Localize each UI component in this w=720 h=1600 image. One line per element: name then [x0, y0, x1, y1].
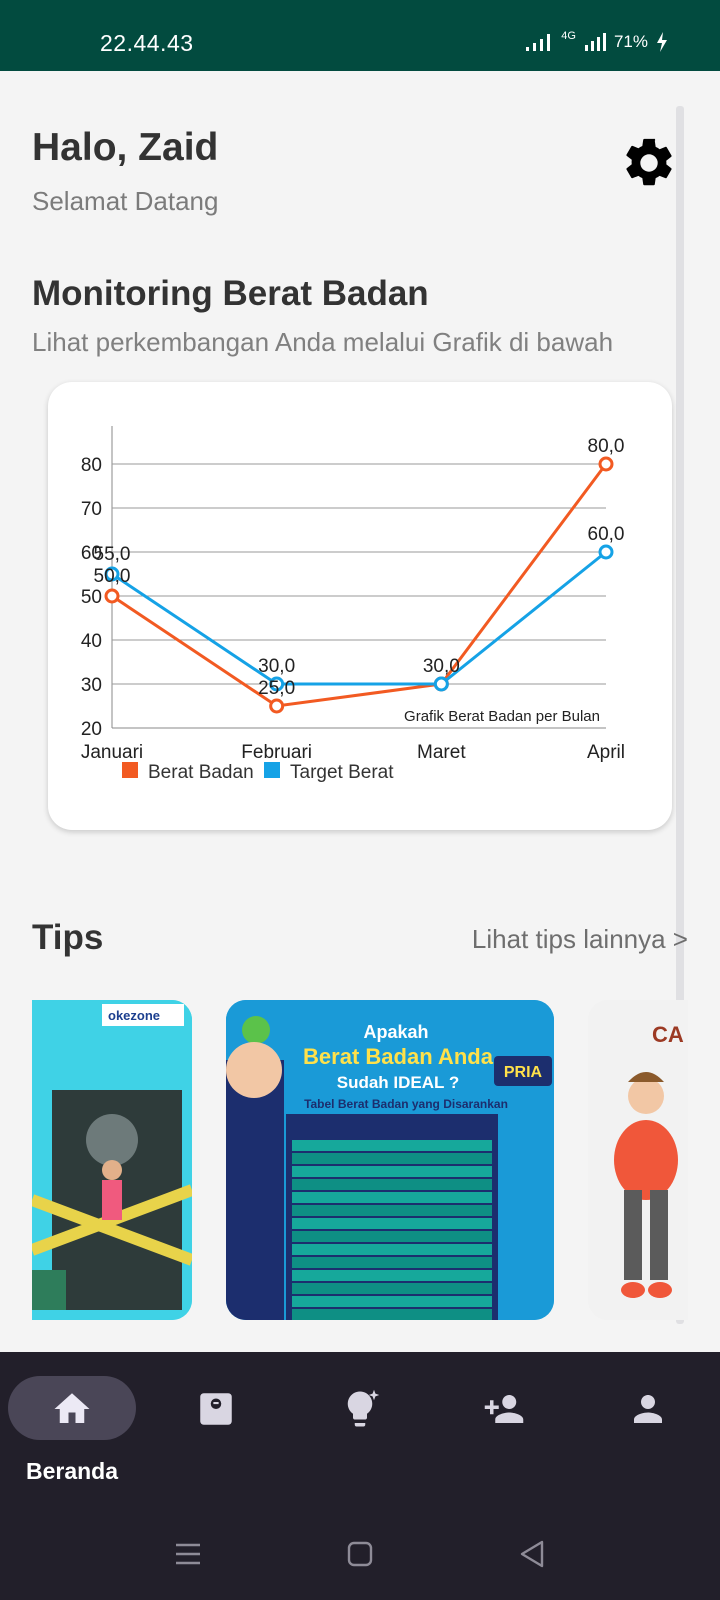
tips-title: Tips — [32, 918, 104, 957]
data-point — [433, 676, 449, 692]
status-icons: 4G 71% — [525, 30, 668, 52]
table-row-decoration — [292, 1309, 492, 1320]
status-bar: 22.44.43 4G 71% — [0, 0, 720, 71]
battery-label: 71% — [613, 32, 648, 51]
add-person-icon — [484, 1395, 524, 1423]
y-tick-label: 60 — [81, 543, 102, 564]
table-row-decoration — [292, 1153, 492, 1164]
table-row-decoration — [292, 1166, 492, 1177]
home-button-icon[interactable] — [342, 1536, 378, 1572]
tip-2-title-3: Sudah IDEAL ? — [337, 1073, 459, 1092]
data-label: 60,0 — [588, 524, 625, 545]
back-icon[interactable] — [514, 1536, 550, 1572]
signal-icon-2 — [584, 33, 606, 51]
weight-line-chart: 20 30 40 50 60 70 80 Januari Februari Maret April G… — [81, 426, 625, 783]
table-row-decoration — [292, 1231, 492, 1242]
table-row-decoration — [292, 1244, 492, 1255]
network-label: 4G — [561, 30, 576, 42]
table-row-decoration — [292, 1283, 492, 1294]
data-point — [269, 698, 285, 714]
x-tick-label: April — [587, 742, 625, 763]
tip-card-3[interactable]: CA — [588, 1000, 688, 1320]
lightbulb-icon — [347, 1389, 380, 1427]
table-row-decoration — [292, 1205, 492, 1216]
settings-button[interactable] — [620, 134, 678, 192]
table-row-decoration — [292, 1179, 492, 1190]
table-row-decoration — [292, 1218, 492, 1229]
home-icon — [54, 1393, 90, 1423]
table-row-decoration — [292, 1270, 492, 1281]
tip-2-badge: PRIA — [504, 1064, 543, 1081]
data-point — [269, 676, 285, 692]
tip-2-title-2: Berat Badan Anda — [303, 1044, 494, 1069]
y-tick-label: 40 — [81, 631, 102, 652]
y-tick-label: 50 — [81, 587, 102, 608]
legend-swatch-2 — [264, 762, 280, 778]
x-tick-label: Januari — [81, 742, 143, 763]
system-navigation-bar — [0, 1510, 720, 1600]
y-tick-label: 80 — [81, 455, 102, 476]
data-label: 25,0 — [258, 678, 295, 699]
legend-swatch-1 — [122, 762, 138, 778]
x-tick-label: Februari — [241, 742, 312, 763]
y-tick-label: 70 — [81, 499, 102, 520]
tip-2-title-1: Apakah — [363, 1022, 428, 1042]
nav-label-beranda: Beranda — [25, 1458, 119, 1484]
tip-image-1: okezone — [32, 1000, 192, 1320]
data-label: 50,0 — [94, 566, 131, 587]
legend-label-2: Target Berat — [290, 762, 394, 783]
nav-item-add-person[interactable] — [432, 1352, 576, 1510]
tips-carousel[interactable]: okezone Apakah Berat Badan Anda Sudah ID… — [32, 1000, 688, 1320]
tip-image-2: Apakah Berat Badan Anda Sudah IDEAL ? PR… — [226, 1000, 554, 1320]
tip-3-caption: CA — [652, 1022, 684, 1047]
greeting-title: Halo, Zaid — [32, 126, 219, 169]
greeting-subtitle: Selamat Datang — [32, 186, 219, 216]
series-line-2 — [111, 550, 607, 686]
monitoring-title: Monitoring Berat Badan — [32, 274, 429, 313]
legend-label-1: Berat Badan — [148, 762, 254, 783]
charging-icon — [657, 32, 667, 52]
tip-2-table-title: Tabel Berat Badan yang Disarankan — [304, 1097, 508, 1111]
data-point — [104, 566, 120, 582]
nav-item-beranda[interactable]: Beranda — [0, 1352, 144, 1510]
table-row-decoration — [292, 1192, 492, 1203]
gear-icon — [626, 138, 672, 186]
tip-image-3: CA — [588, 1000, 688, 1320]
tip-1-brand: okezone — [108, 1008, 160, 1023]
data-label: 30,0 — [423, 656, 460, 677]
data-point — [598, 456, 614, 472]
y-tick-label: 20 — [81, 719, 102, 740]
recents-icon[interactable] — [170, 1536, 206, 1572]
table-row-decoration — [292, 1296, 492, 1307]
series-line-1 — [111, 463, 608, 708]
table-row-decoration — [292, 1140, 492, 1151]
nav-item-profile[interactable] — [576, 1352, 720, 1510]
scroll-indicator[interactable] — [676, 106, 684, 1324]
scale-icon — [200, 1393, 232, 1425]
tips-more-link[interactable]: Lihat tips lainnya > — [471, 924, 688, 954]
weight-chart-card: 20 30 40 50 60 70 80 Januari Februari Maret April G… — [48, 382, 672, 830]
data-point — [598, 544, 614, 560]
data-label: 30,0 — [258, 656, 295, 677]
x-tick-label: Maret — [417, 742, 466, 763]
tip-card-2[interactable]: Apakah Berat Badan Anda Sudah IDEAL ? PR… — [226, 1000, 554, 1320]
chart-description: Grafik Berat Badan per Bulan — [404, 708, 600, 725]
bottom-navigation: Beranda — [0, 1352, 720, 1510]
signal-icon — [526, 34, 551, 51]
y-tick-label: 30 — [81, 675, 102, 696]
monitoring-subtitle: Lihat perkembangan Anda melalui Grafik d… — [32, 327, 614, 357]
tip-card-1[interactable]: okezone — [32, 1000, 192, 1320]
table-row-decoration — [292, 1257, 492, 1268]
person-icon — [634, 1395, 662, 1423]
status-time: 22.44.43 — [100, 30, 194, 56]
nav-item-scale[interactable] — [144, 1352, 288, 1510]
nav-item-tips[interactable] — [288, 1352, 432, 1510]
data-label: 55,0 — [94, 544, 131, 565]
data-point — [104, 588, 120, 604]
data-label: 80,0 — [588, 436, 625, 457]
